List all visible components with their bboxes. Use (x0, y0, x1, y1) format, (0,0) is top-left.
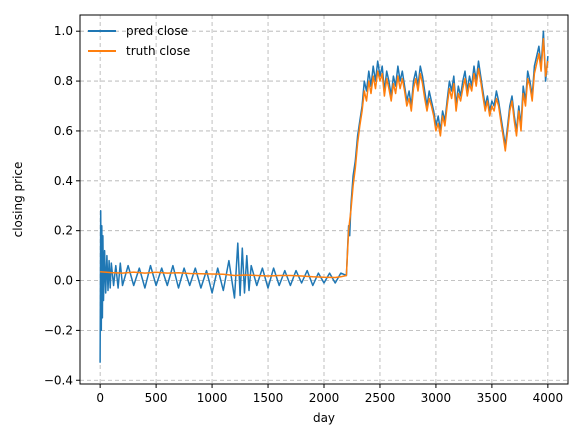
legend: pred close truth close (88, 24, 190, 58)
y-tick-label: −0.2 (44, 323, 73, 337)
y-tick-label: 0.8 (54, 74, 73, 88)
x-tick-label: 500 (145, 391, 168, 405)
y-tick-label: −0.4 (44, 373, 73, 387)
y-tick-label: 0.0 (54, 274, 73, 288)
x-tick-label: 0 (96, 391, 104, 405)
y-tick-label: 0.6 (54, 124, 73, 138)
y-tick-label: 0.2 (54, 224, 73, 238)
y-axis: −0.4 −0.2 0.0 0.2 0.4 0.6 0.8 1.0 (44, 24, 80, 387)
x-axis: 0 500 1000 1500 2000 2500 3000 3500 4000 (96, 384, 563, 405)
x-tick-label: 1500 (253, 391, 284, 405)
x-tick-label: 2000 (309, 391, 340, 405)
x-tick-label: 3000 (421, 391, 452, 405)
x-axis-label: day (313, 411, 335, 425)
series-line-truth-close (100, 37, 549, 279)
legend-label: pred close (126, 24, 188, 38)
series-line-pred-close (99, 30, 549, 363)
series-layer (99, 30, 549, 363)
x-tick-label: 4000 (533, 391, 564, 405)
y-tick-label: 0.4 (54, 174, 73, 188)
y-tick-label: 1.0 (54, 24, 73, 38)
x-tick-label: 3500 (477, 391, 508, 405)
y-axis-label: closing price (11, 162, 25, 238)
grid (80, 15, 568, 384)
x-tick-label: 1000 (197, 391, 228, 405)
x-tick-label: 2500 (365, 391, 396, 405)
legend-label: truth close (126, 44, 190, 58)
